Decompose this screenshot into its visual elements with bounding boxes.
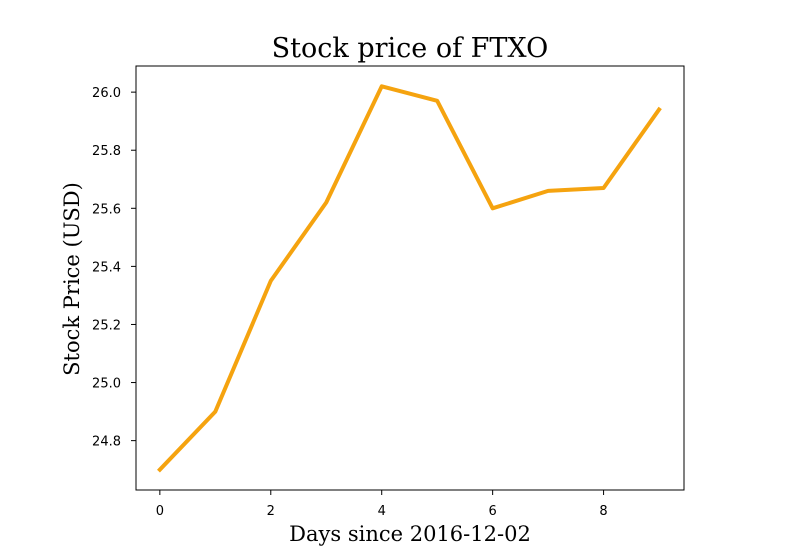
y-tick-label: 25.2 bbox=[92, 318, 121, 333]
y-tick-label: 25.6 bbox=[92, 202, 121, 217]
axis-ticks: 0 2 4 6 8 24.8 25.0 25.2 25.4 25.6 25.8 26.0 bbox=[92, 86, 608, 519]
x-tick-label: 4 bbox=[378, 504, 386, 519]
axes-frame bbox=[135, 65, 685, 491]
y-tick-label: 25.4 bbox=[92, 260, 121, 275]
x-axis-label: Days since 2016-12-02 bbox=[289, 522, 531, 546]
plot-area bbox=[157, 84, 662, 473]
x-tick-label: 0 bbox=[156, 504, 164, 519]
y-axis-label: Stock Price (USD) bbox=[60, 182, 84, 376]
y-tick-label: 25.8 bbox=[92, 144, 121, 159]
y-tick-label: 25.0 bbox=[92, 377, 121, 392]
series-line-0 bbox=[157, 84, 662, 473]
x-tick-label: 8 bbox=[599, 504, 607, 519]
x-tick-label: 6 bbox=[489, 504, 497, 519]
chart-title: Stock price of FTXO bbox=[272, 33, 549, 64]
x-tick-label: 2 bbox=[267, 504, 275, 519]
y-tick-label: 26.0 bbox=[92, 86, 121, 101]
y-tick-label: 24.8 bbox=[92, 435, 121, 450]
